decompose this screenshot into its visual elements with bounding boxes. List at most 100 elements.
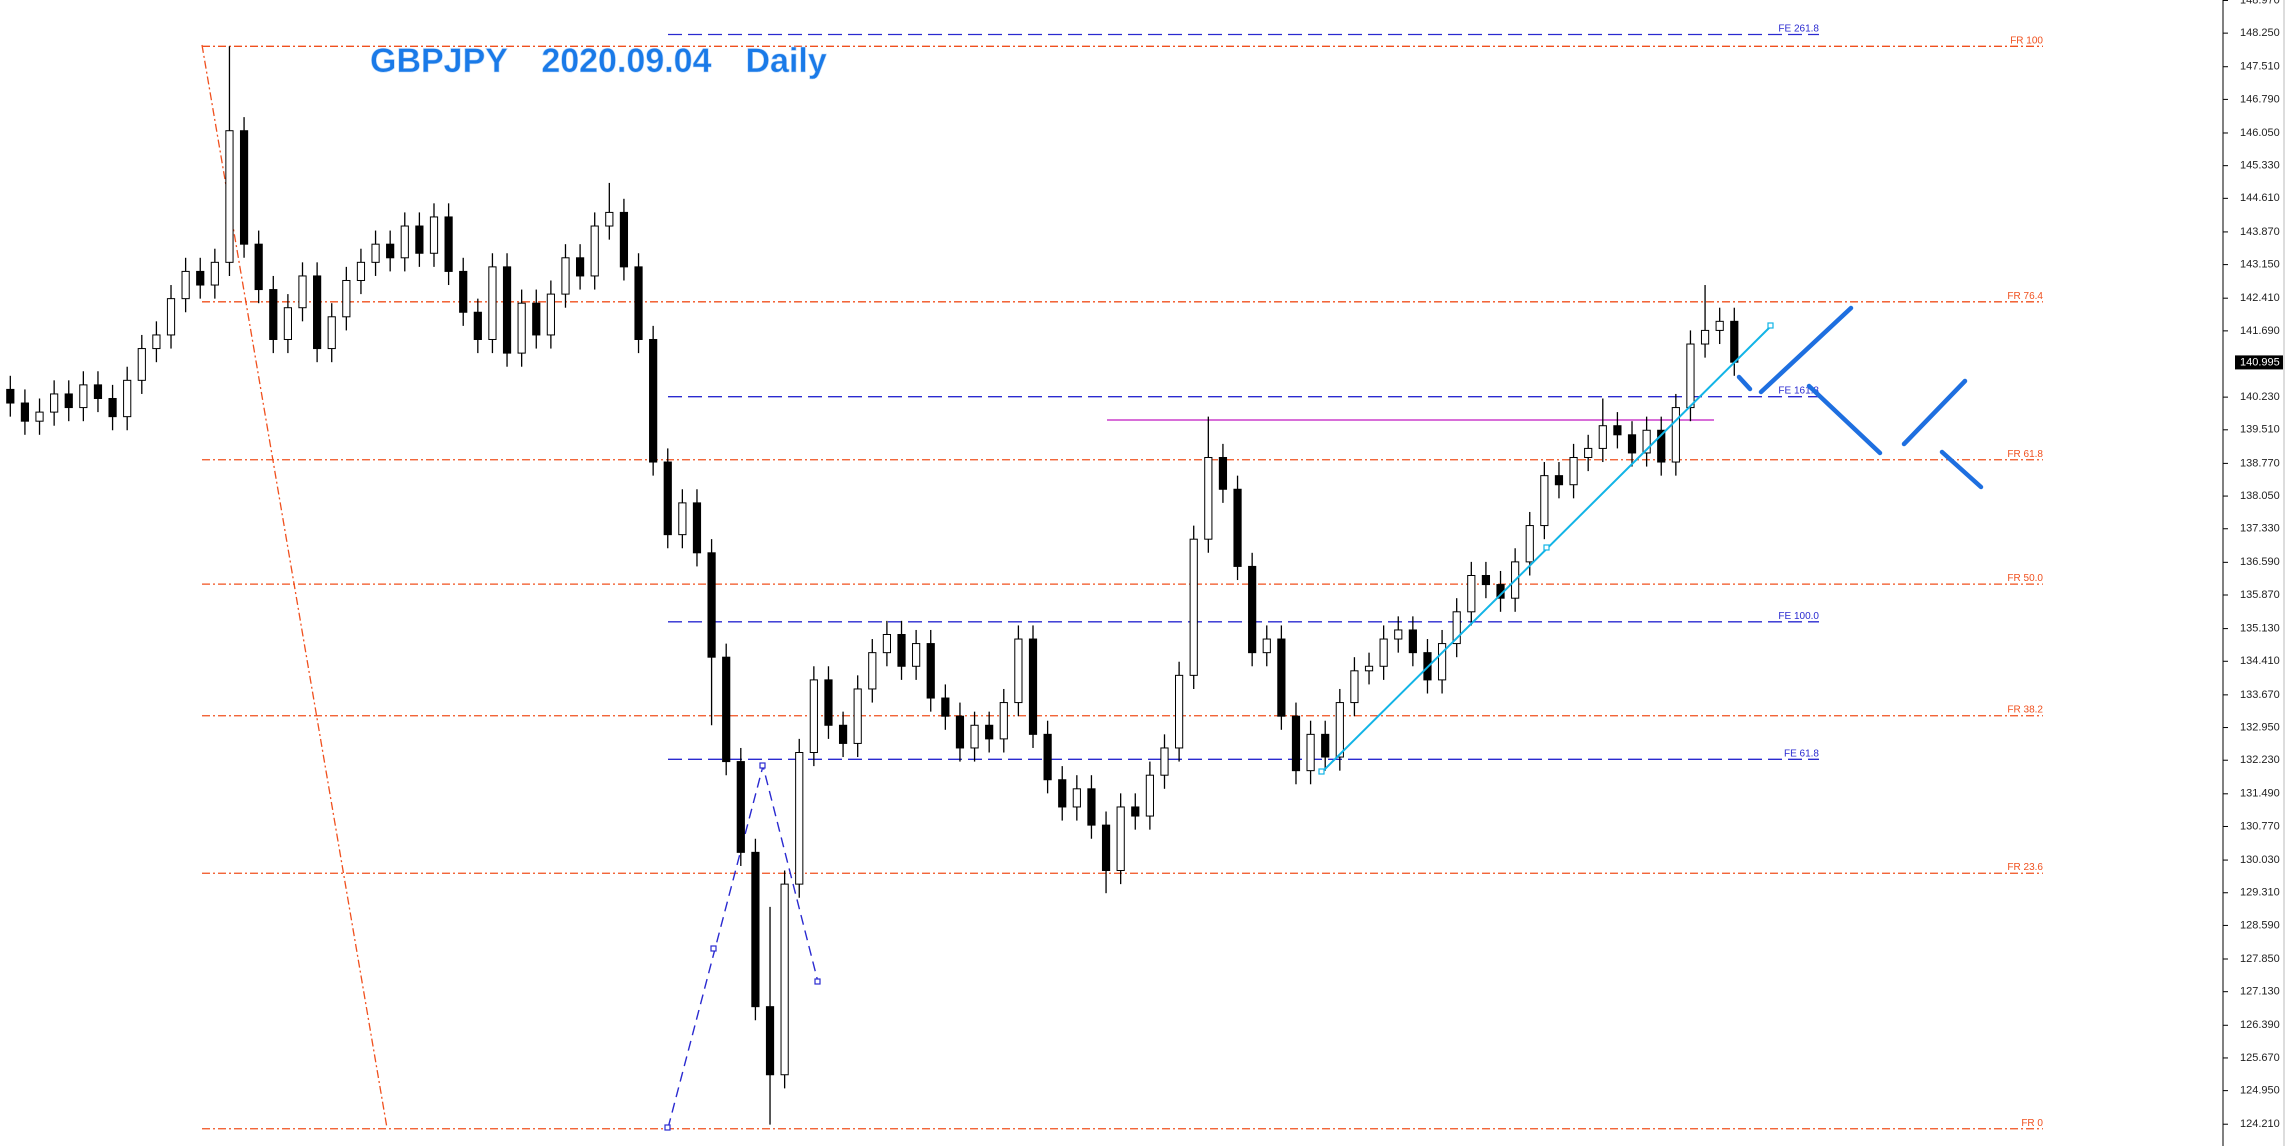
candle-body [619,211,629,268]
zigzag-handles [664,762,821,1131]
candle-body [590,225,599,277]
level-label: FE 61.8 [1784,748,1819,759]
candle-body [225,130,234,263]
y-tick-label: 147.510 [2240,61,2280,73]
y-tick-label: 133.670 [2240,689,2280,701]
candle-body [1569,456,1578,486]
y-tick-label: 137.330 [2240,523,2280,535]
axis-labels: 148.970 148.250 147.510 146.790 146.050 145.3… [2223,0,2283,1130]
y-tick-label: 140.230 [2240,391,2280,403]
y-tick-label: 142.410 [2240,292,2280,304]
candle-body [517,302,526,354]
candle-body [663,461,672,536]
candle-body [1101,824,1111,872]
y-tick-label: 128.590 [2240,919,2280,931]
y-tick-label: 139.510 [2240,424,2280,436]
candle-body [166,298,176,336]
y-tick-label: 138.050 [2240,490,2280,502]
candle-body [1087,788,1096,826]
y-tick-label: 136.590 [2240,556,2280,568]
candle-body [1175,674,1184,749]
candle-body [575,257,585,277]
candle-body [1554,475,1564,486]
candle-body [1452,611,1461,645]
y-tick-label: 132.950 [2240,721,2280,733]
candle-body [35,411,44,422]
candle-body [1204,456,1213,540]
candle-body [459,270,468,313]
candle-body [824,679,833,726]
level-label: FR 76.4 [2007,291,2043,302]
y-tick-label: 138.770 [2240,457,2280,469]
candle-body [1584,447,1593,458]
candle-body [1131,806,1140,817]
candle-body [912,643,921,667]
candle-body [108,397,117,418]
candle-body [722,656,731,763]
y-tick-label: 143.870 [2240,226,2280,238]
candle-body [400,225,409,259]
candle-body [1379,638,1388,667]
candle-body [1481,574,1491,586]
candle-body [1627,434,1637,454]
y-tick-label: 148.970 [2240,0,2280,6]
y-tick-label: 144.610 [2240,192,2280,204]
candle-body [181,270,190,300]
candle-body [1598,425,1607,449]
y-tick-label: 143.150 [2240,259,2280,271]
candle-body [780,883,789,1076]
candle-body [678,502,687,536]
candle-body [649,338,658,463]
candle-body [707,552,716,658]
y-tick-label: 131.490 [2240,788,2280,800]
candle-body [1671,407,1680,463]
y-tick-label: 132.230 [2240,754,2280,766]
level-label: FR 0 [2021,1118,2043,1129]
candle-body [79,384,88,409]
level-label: FR 50.0 [2007,573,2043,584]
y-tick-label: 148.250 [2240,27,2280,39]
candle-body [210,261,219,286]
candle-body [196,270,205,286]
candle-body [692,502,702,554]
candle-body [1540,475,1549,527]
candle-body [283,307,292,340]
candle-body [1116,806,1125,872]
candle-body [473,311,482,340]
candle-body [985,724,994,740]
candle-body [853,688,862,744]
y-tick-label: 129.310 [2240,887,2280,899]
y-tick-label: 135.130 [2240,623,2280,635]
candle-body [941,697,950,717]
y-tick-label: 130.770 [2240,820,2280,832]
candle-body [386,243,395,259]
candle-body [1700,329,1710,345]
level-label: FE 261.8 [1778,23,1819,34]
candle-body [634,266,643,340]
candle-body [1028,638,1038,735]
candle-body [838,724,848,744]
candle-body [1467,574,1476,613]
candle-body [1306,733,1315,772]
candle-body [327,316,336,350]
candle-body [751,851,760,1008]
candle-body [795,752,804,885]
candle-body [415,225,424,254]
candle-body [1730,320,1739,363]
y-tick-label: 126.390 [2240,1019,2280,1031]
candle-body [897,633,906,667]
y-tick-label: 125.670 [2240,1052,2280,1064]
candle-body [1657,429,1666,463]
forecast-path [1736,305,1984,490]
level-label: FR 23.6 [2007,862,2043,873]
y-tick-label: 145.330 [2240,160,2280,172]
candle-body [356,261,366,281]
trend-handles [1318,322,1774,775]
candle-body [955,715,965,749]
y-tick-label: 124.950 [2240,1085,2280,1097]
candle-body [6,388,15,404]
candle-body [1145,774,1154,817]
y-tick-label: 134.410 [2240,655,2280,667]
